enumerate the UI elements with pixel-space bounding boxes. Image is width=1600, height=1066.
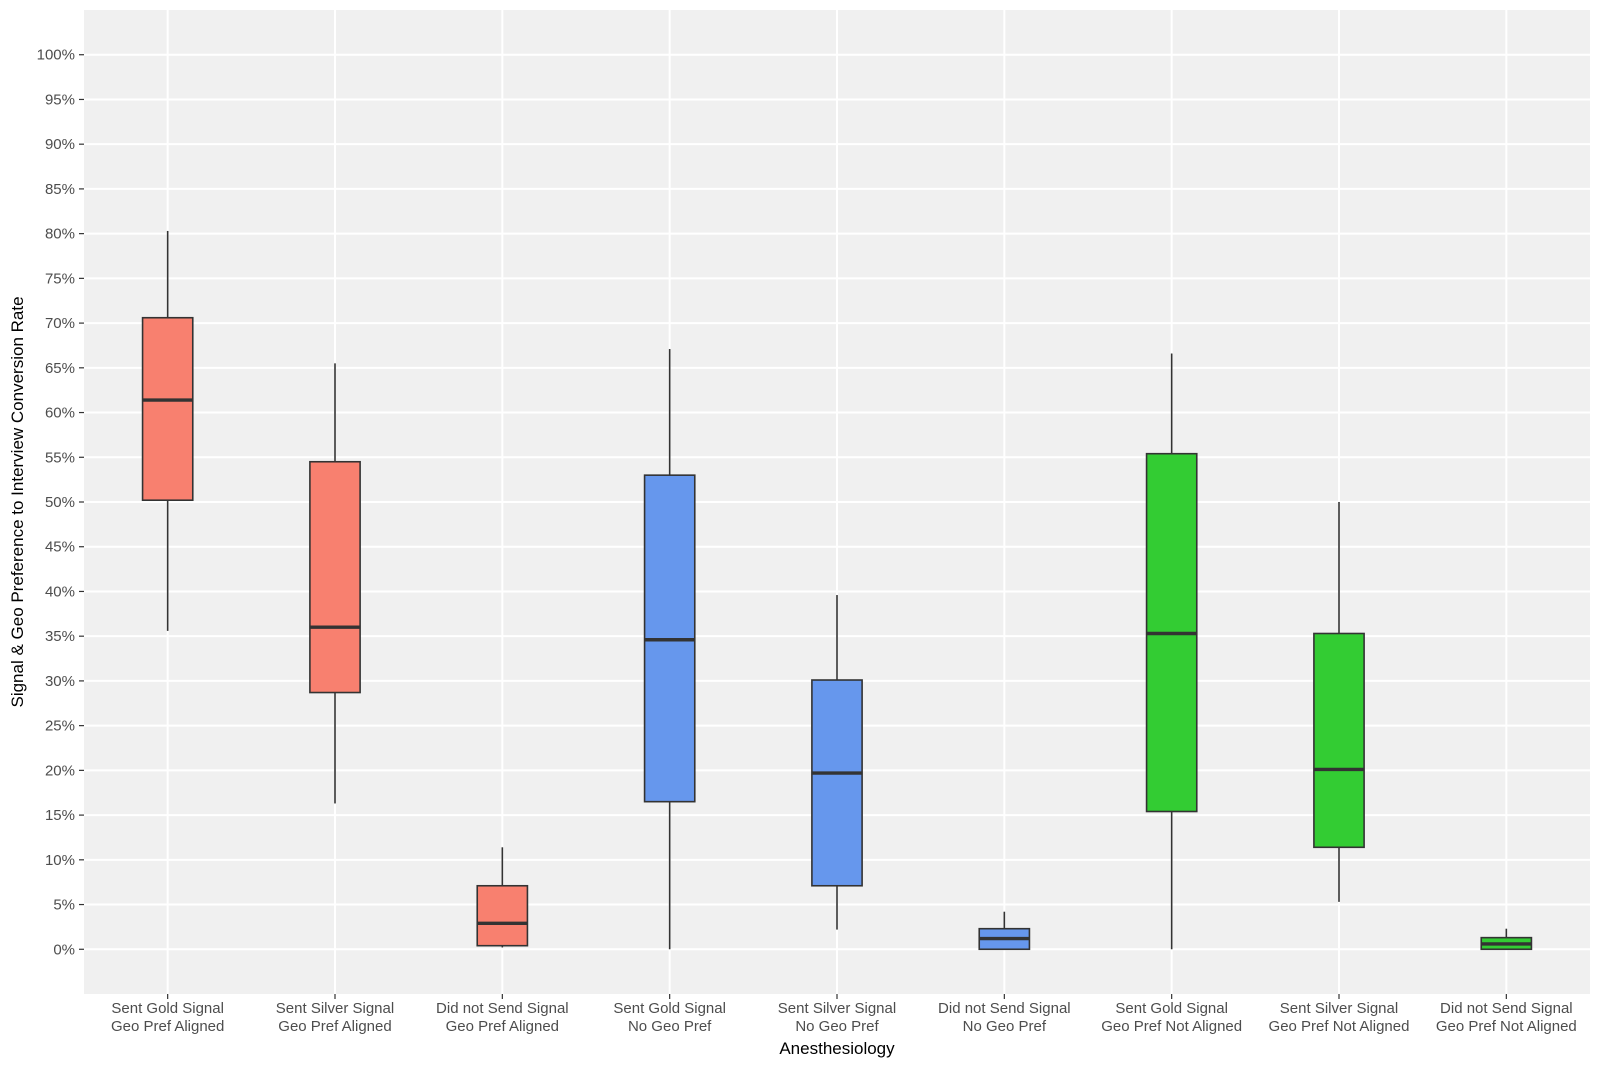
x-tick-label-line2: No Geo Pref xyxy=(795,1018,879,1035)
y-tick-label: 40% xyxy=(45,583,75,600)
x-tick-label-line1: Did not Send Signal xyxy=(436,1000,569,1017)
y-tick-label: 90% xyxy=(45,136,75,153)
x-tick-label: Sent Silver Signal Geo Pref Not Aligned xyxy=(1269,1000,1410,1035)
x-tick-label-line2: Geo Pref Not Aligned xyxy=(1269,1018,1410,1035)
x-tick-label: Sent Gold Signal Geo Pref Aligned xyxy=(111,1000,224,1035)
box-iqr xyxy=(476,884,529,947)
y-tick-label: 35% xyxy=(45,628,75,645)
x-tick-label-line1: Sent Silver Signal xyxy=(778,1000,896,1017)
x-tick-label-line2: No Geo Pref xyxy=(628,1018,712,1035)
x-tick-label-line1: Did not Send Signal xyxy=(1440,1000,1573,1017)
y-tick-label: 100% xyxy=(37,47,75,64)
box-iqr xyxy=(811,679,863,887)
y-tick-label: 65% xyxy=(45,360,75,377)
x-tick-label-line1: Sent Silver Signal xyxy=(276,1000,394,1017)
box-group xyxy=(1145,353,1198,950)
y-tick-label: 30% xyxy=(45,673,75,690)
box-group xyxy=(811,595,863,930)
y-tick-label: 95% xyxy=(45,91,75,108)
y-tick-label: 5% xyxy=(53,897,75,914)
box-iqr xyxy=(1313,632,1365,849)
y-tick-label: 0% xyxy=(53,941,75,958)
x-tick-label: Sent Gold Signal Geo Pref Not Aligned xyxy=(1101,1000,1242,1035)
x-tick-label-line2: Geo Pref Aligned xyxy=(278,1018,391,1035)
y-tick-label: 80% xyxy=(45,226,75,243)
y-tick-label: 45% xyxy=(45,539,75,556)
x-tick-label: Did not Send Signal No Geo Pref xyxy=(938,1000,1071,1035)
x-tick-label: Did not Send Signal Geo Pref Not Aligned xyxy=(1436,1000,1577,1035)
y-tick-label: 55% xyxy=(45,449,75,466)
y-tick-label: 15% xyxy=(45,807,75,824)
y-tick-label: 75% xyxy=(45,270,75,287)
x-tick-label: Did not Send Signal Geo Pref Aligned xyxy=(436,1000,569,1035)
x-tick-label: Sent Silver Signal Geo Pref Aligned xyxy=(276,1000,394,1035)
box-group xyxy=(476,847,529,948)
x-axis-title: Anesthesiology xyxy=(779,1039,895,1058)
y-axis-title: Signal & Geo Preference to Interview Con… xyxy=(8,296,27,707)
x-tick-label-line2: No Geo Pref xyxy=(963,1018,1047,1035)
box-group xyxy=(309,363,361,804)
y-tick-label: 85% xyxy=(45,181,75,198)
x-tick-label-line2: Geo Pref Not Aligned xyxy=(1101,1018,1242,1035)
boxes xyxy=(141,230,1533,951)
y-tick-label: 70% xyxy=(45,315,75,332)
x-tick-label-line1: Did not Send Signal xyxy=(938,1000,1071,1017)
y-axis: 0% 5% 10% 15% 20% 25% 30% 35% 40% 45% 50% 55% 60% 65%… xyxy=(37,47,84,958)
y-tick-label: 60% xyxy=(45,405,75,422)
x-tick-label: Sent Gold Signal No Geo Pref xyxy=(613,1000,726,1035)
y-tick-label: 20% xyxy=(45,762,75,779)
x-tick-label: Sent Silver Signal No Geo Pref xyxy=(778,1000,896,1035)
box-group xyxy=(643,349,696,950)
box-group xyxy=(1480,928,1533,951)
box-iqr xyxy=(309,460,361,694)
x-tick-label-line2: Geo Pref Aligned xyxy=(111,1018,224,1035)
box-group xyxy=(1313,502,1365,902)
x-tick-label-line2: Geo Pref Not Aligned xyxy=(1436,1018,1577,1035)
y-tick-label: 25% xyxy=(45,718,75,735)
x-tick-label-line1: Sent Gold Signal xyxy=(1115,1000,1228,1017)
x-tick-label-line1: Sent Gold Signal xyxy=(613,1000,726,1017)
box-iqr xyxy=(141,316,194,502)
y-tick-label: 10% xyxy=(45,852,75,869)
x-tick-label-line1: Sent Gold Signal xyxy=(111,1000,224,1017)
x-tick-label-line1: Sent Silver Signal xyxy=(1280,1000,1398,1017)
y-tick-label: 50% xyxy=(45,494,75,511)
box-group xyxy=(141,230,194,631)
box-group xyxy=(978,911,1031,951)
x-tick-label-line2: Geo Pref Aligned xyxy=(446,1018,559,1035)
